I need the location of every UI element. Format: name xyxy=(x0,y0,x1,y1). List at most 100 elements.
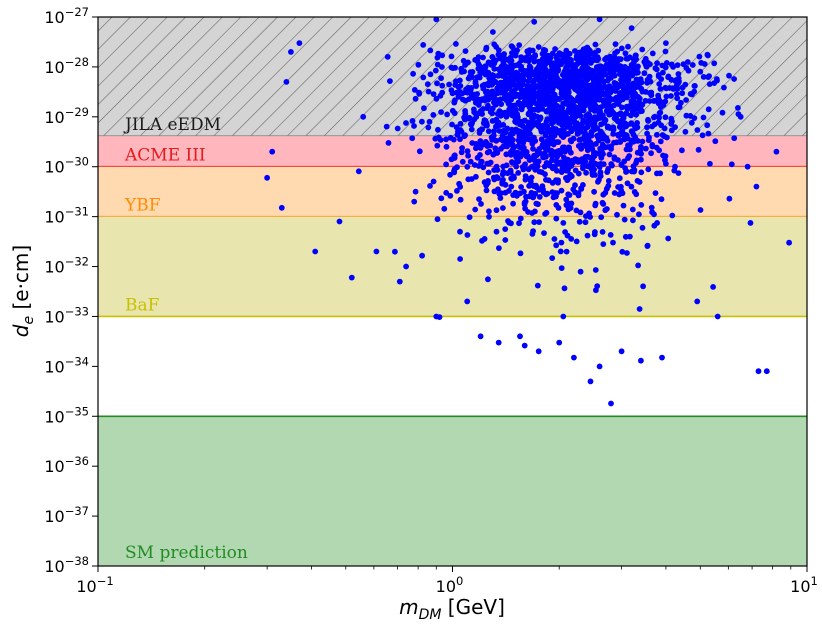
point-1166 xyxy=(618,45,625,52)
point-2102 xyxy=(634,177,641,184)
point-2191 xyxy=(536,219,542,226)
point-2202 xyxy=(296,40,303,46)
point-1784 xyxy=(471,109,478,116)
point-1726 xyxy=(613,58,620,65)
point-1799 xyxy=(518,66,524,73)
point-2155 xyxy=(507,132,514,139)
point-630 xyxy=(662,48,669,55)
point-2045 xyxy=(608,143,614,150)
point-307 xyxy=(553,215,560,222)
point-857 xyxy=(568,200,575,207)
point-2021 xyxy=(532,166,539,173)
point-1456 xyxy=(471,95,477,102)
point-1266 xyxy=(529,140,536,147)
point-410 xyxy=(688,119,695,126)
point-1616 xyxy=(554,129,561,135)
point-1987 xyxy=(525,120,532,127)
point-2101 xyxy=(632,90,638,97)
point-2174 xyxy=(519,132,526,138)
point-2184 xyxy=(604,138,611,144)
point-2012 xyxy=(604,169,611,176)
point-2070 xyxy=(542,88,548,95)
point-1222 xyxy=(552,165,558,172)
point-786 xyxy=(699,132,706,139)
point-1862 xyxy=(604,206,610,212)
point-2181 xyxy=(559,94,566,101)
point-2089 xyxy=(432,67,439,74)
point-2099 xyxy=(537,69,544,76)
point-1881 xyxy=(588,60,594,66)
point-2072 xyxy=(544,116,551,123)
point-2048 xyxy=(482,97,488,104)
point-1810 xyxy=(526,104,533,110)
point-1646 xyxy=(451,152,458,159)
point-2014 xyxy=(639,101,646,108)
point-1886 xyxy=(550,69,557,76)
point-1113 xyxy=(659,132,666,138)
point-1317 xyxy=(639,138,646,145)
point-2153 xyxy=(487,79,493,85)
point-2210 xyxy=(360,113,367,120)
point-2214 xyxy=(411,198,418,205)
point-1903 xyxy=(561,100,568,106)
point-1808 xyxy=(615,132,622,139)
point-1719 xyxy=(477,108,484,114)
point-186 xyxy=(622,50,629,57)
point-2152 xyxy=(540,46,547,53)
point-1496 xyxy=(565,120,572,127)
point-2110 xyxy=(578,56,585,63)
point-243 xyxy=(516,42,523,48)
point-1490 xyxy=(698,59,705,66)
point-2065 xyxy=(482,71,489,78)
point-2242 xyxy=(490,29,496,35)
point-1736 xyxy=(452,97,458,104)
point-1958 xyxy=(501,66,508,72)
point-2177 xyxy=(563,47,570,54)
point-2062 xyxy=(507,54,514,61)
point-2151 xyxy=(607,68,613,75)
point-2082 xyxy=(493,137,500,144)
point-1499 xyxy=(689,91,695,98)
point-1998 xyxy=(491,188,498,195)
point-1729 xyxy=(566,192,573,199)
point-2080 xyxy=(580,182,586,188)
point-2121 xyxy=(409,118,416,124)
point-1124 xyxy=(477,141,484,148)
label-sm-prediction: SM prediction xyxy=(125,543,248,563)
point-331 xyxy=(568,236,575,242)
point-1634 xyxy=(691,115,698,121)
point-800 xyxy=(531,219,538,226)
point-1902 xyxy=(499,73,506,79)
point-2003 xyxy=(458,65,465,72)
point-2199 xyxy=(471,162,478,168)
point-949 xyxy=(696,53,703,60)
point-2226 xyxy=(587,378,594,385)
point-1928 xyxy=(523,193,529,200)
point-2245 xyxy=(596,17,603,23)
y-tick-label: 10−38 xyxy=(44,554,89,576)
point-1725 xyxy=(600,241,607,248)
point-2137 xyxy=(576,72,583,79)
point-2185 xyxy=(511,175,517,181)
point-991 xyxy=(663,160,669,167)
point-2203 xyxy=(269,148,276,155)
point-1733 xyxy=(650,98,657,104)
point-1836 xyxy=(593,96,600,103)
point-1941 xyxy=(488,62,495,68)
point-1735 xyxy=(619,127,626,134)
point-1100 xyxy=(427,183,433,189)
point-1821 xyxy=(489,105,496,112)
point-2218 xyxy=(457,228,463,235)
point-1534 xyxy=(484,160,491,167)
point-1101 xyxy=(434,80,440,87)
point-1637 xyxy=(728,161,735,168)
point-2248 xyxy=(697,68,704,75)
point-2233 xyxy=(714,313,721,320)
point-357 xyxy=(598,214,605,221)
point-2160 xyxy=(614,211,620,218)
point-1777 xyxy=(592,41,599,48)
point-1917 xyxy=(554,148,561,155)
point-1589 xyxy=(419,252,425,259)
point-1505 xyxy=(463,86,469,93)
point-1897 xyxy=(545,107,552,114)
